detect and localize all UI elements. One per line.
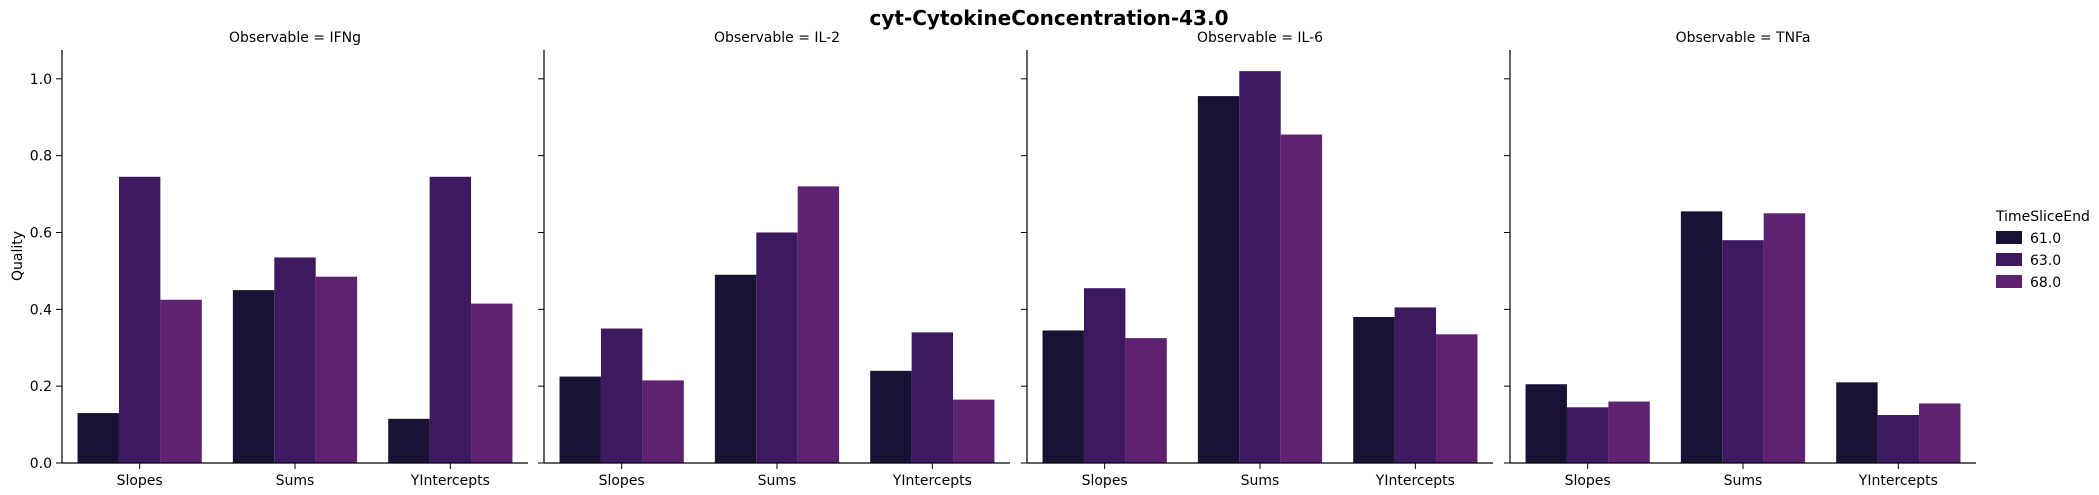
bar-il-2-yintercepts-63-0 (911, 332, 954, 463)
bar-il-2-slopes-63-0 (600, 328, 643, 463)
panel-tnfa: Observable = TNFa (1676, 30, 1811, 46)
legend-title: TimeSliceEnd (1995, 209, 2090, 225)
bar-ifng-slopes-68-0 (160, 299, 202, 463)
bar-ifng-sums-68-0 (315, 276, 358, 463)
bar-ifng-yintercepts-61-0 (388, 418, 430, 463)
x-tick-label-ifng-sums: Sums (276, 473, 315, 489)
x-tick-label-tnfa-yintercepts: YIntercepts (1858, 473, 1938, 489)
legend-swatch-68 (1996, 275, 2022, 288)
bar-tnfa-slopes-61-0 (1525, 384, 1567, 463)
bar-il-2-sums-61-0 (714, 274, 757, 463)
bar-ifng-yintercepts-68-0 (471, 303, 513, 463)
bar-il-2-slopes-68-0 (642, 380, 684, 463)
bar-ifng-yintercepts-63-0 (429, 176, 472, 463)
bar-tnfa-yintercepts-61-0 (1836, 382, 1878, 463)
x-tick-label-il-2-slopes: Slopes (599, 473, 645, 489)
bar-tnfa-slopes-63-0 (1566, 407, 1609, 463)
bar-ifng-slopes-63-0 (118, 176, 161, 463)
x-tick-label-il-6-yintercepts: YIntercepts (1375, 473, 1455, 489)
y-tick-label: 1.0 (30, 72, 52, 88)
panel-title-ifng: Observable = IFNg (229, 30, 361, 46)
bar-il-6-slopes-63-0 (1083, 288, 1126, 463)
bar-il-6-sums-61-0 (1197, 96, 1240, 463)
bar-il-2-sums-68-0 (797, 186, 840, 463)
panel-title-il6: Observable = IL-6 (1197, 30, 1323, 46)
y-tick-label: 0.4 (30, 302, 52, 318)
bar-ifng-sums-61-0 (232, 290, 275, 463)
x-tick-label-tnfa-sums: Sums (1724, 473, 1763, 489)
x-tick-label-il-2-yintercepts: YIntercepts (892, 473, 972, 489)
y-tick-label: 0.8 (30, 149, 52, 165)
x-tick-label-il-2-sums: Sums (758, 473, 797, 489)
bar-ifng-sums-63-0 (274, 257, 316, 463)
x-tick-label-ifng-yintercepts: YIntercepts (410, 473, 490, 489)
panel-ifng: Observable = IFNg (229, 30, 361, 46)
panel-il2: Observable = IL-2 (714, 30, 840, 46)
legend-swatch-63 (1996, 253, 2022, 266)
legend: TimeSliceEnd 61.0 63.0 68.0 (1995, 209, 2090, 291)
bar-il-6-slopes-68-0 (1125, 338, 1167, 463)
bar-il-2-yintercepts-61-0 (870, 370, 912, 463)
bar-il-6-sums-68-0 (1280, 134, 1323, 463)
bar-il-6-yintercepts-68-0 (1436, 334, 1478, 463)
bar-ifng-slopes-61-0 (77, 413, 119, 463)
y-tick-label: 0.0 (30, 456, 52, 472)
bar-tnfa-slopes-68-0 (1608, 401, 1650, 463)
bar-tnfa-sums-68-0 (1763, 213, 1806, 463)
panel-title-il2: Observable = IL-2 (714, 30, 840, 46)
bar-il-2-slopes-61-0 (559, 376, 601, 463)
bar-tnfa-sums-63-0 (1722, 240, 1764, 463)
x-tick-label-il-6-sums: Sums (1241, 473, 1280, 489)
bar-tnfa-sums-61-0 (1680, 211, 1723, 463)
y-tick-label: 0.6 (30, 225, 52, 241)
bar-il-6-sums-63-0 (1239, 71, 1281, 463)
chart-title: cyt-CytokineConcentration-43.0 (869, 6, 1228, 30)
legend-label-63: 63.0 (2030, 253, 2061, 269)
bar-il-6-slopes-61-0 (1042, 330, 1084, 463)
y-tick-label: 0.2 (30, 379, 52, 395)
bar-tnfa-yintercepts-63-0 (1877, 414, 1920, 463)
y-axis-label: Quality (10, 231, 26, 281)
bar-tnfa-yintercepts-68-0 (1919, 403, 1961, 463)
legend-swatch-61 (1996, 231, 2022, 244)
bar-il-2-yintercepts-68-0 (953, 399, 995, 463)
panel-title-tnfa: Observable = TNFa (1676, 30, 1811, 46)
bar-il-6-yintercepts-61-0 (1353, 317, 1395, 463)
x-tick-label-il-6-slopes: Slopes (1082, 473, 1128, 489)
bar-il-2-sums-63-0 (756, 232, 798, 463)
x-tick-label-tnfa-slopes: Slopes (1565, 473, 1611, 489)
panel-il6: Observable = IL-6 (1197, 30, 1323, 46)
legend-label-68: 68.0 (2030, 275, 2061, 291)
legend-label-61: 61.0 (2030, 231, 2061, 247)
bar-il-6-yintercepts-63-0 (1394, 307, 1437, 463)
x-tick-label-ifng-slopes: Slopes (117, 473, 163, 489)
